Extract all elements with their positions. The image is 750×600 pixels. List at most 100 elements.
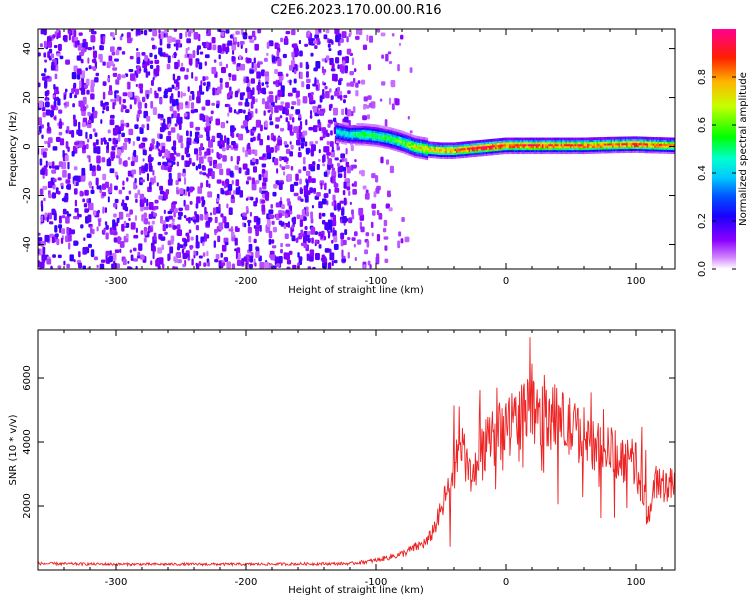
- ridge-cell: [515, 149, 518, 153]
- spectrogram-x-axis-label: Height of straight line (km): [288, 285, 424, 296]
- ridge-cell: [546, 139, 549, 143]
- ridge-cell: [568, 143, 571, 147]
- ridge-cell: [598, 150, 600, 154]
- noise-cell: [310, 226, 316, 235]
- noise-cell: [140, 230, 144, 235]
- colorbar-label: Normalized spectral amplitude: [738, 72, 749, 226]
- noise-cell: [183, 177, 187, 185]
- ridge-cell: [576, 141, 578, 145]
- ridge-cell: [401, 146, 404, 150]
- noise-cell: [108, 137, 112, 142]
- noise-cell: [228, 207, 233, 215]
- ridge-cell: [623, 142, 625, 146]
- noise-cell: [230, 125, 235, 133]
- y-tick-label: 0: [22, 143, 33, 149]
- ridge-cell: [457, 155, 460, 159]
- ridge-cell: [465, 154, 468, 158]
- noise-cell: [308, 38, 313, 46]
- ridge-cell: [596, 137, 599, 140]
- ridge-cell: [395, 134, 397, 138]
- noise-cell: [387, 190, 391, 198]
- noise-cell: [60, 185, 64, 190]
- ridge-cell: [381, 127, 383, 131]
- ridge-cell: [376, 140, 379, 144]
- noise-cell: [278, 213, 283, 219]
- ridge-cell: [610, 140, 613, 144]
- noise-cell: [102, 61, 106, 66]
- ridge-cell: [459, 145, 461, 149]
- ridge-cell: [632, 142, 635, 146]
- ridge-cell: [633, 150, 636, 153]
- noise-cell: [295, 109, 301, 115]
- noise-cell: [296, 214, 301, 220]
- noise-cell: [260, 124, 263, 132]
- noise-cell: [250, 137, 254, 143]
- noise-cell: [189, 130, 192, 137]
- noise-cell: [140, 179, 145, 183]
- noise-cell: [129, 249, 133, 253]
- ridge-cell: [438, 156, 441, 159]
- noise-cell: [333, 107, 339, 116]
- ridge-cell: [423, 150, 426, 154]
- noise-cell: [307, 237, 311, 243]
- noise-cell: [114, 185, 118, 191]
- ridge-cell: [615, 144, 617, 148]
- noise-cell: [83, 237, 86, 242]
- ridge-cell: [549, 151, 552, 155]
- ridge-cell: [343, 141, 346, 145]
- noise-cell: [234, 91, 239, 98]
- noise-cell: [76, 73, 81, 80]
- ridge-cell: [378, 124, 380, 128]
- ridge-cell: [501, 139, 504, 143]
- ridge-cell: [591, 141, 594, 145]
- noise-cell: [62, 35, 67, 41]
- ridge-cell: [591, 145, 594, 148]
- ridge-cell: [392, 137, 394, 141]
- ridge-cell: [662, 147, 664, 150]
- noise-cell: [151, 37, 155, 41]
- ridge-cell: [510, 137, 513, 141]
- ridge-cell: [340, 139, 343, 142]
- ridge-cell: [663, 150, 666, 154]
- spectrogram-y-axis-label: Frequency (Hz): [8, 111, 19, 187]
- ridge-cell: [364, 125, 366, 129]
- noise-cell: [54, 165, 60, 170]
- ridge-cell: [492, 138, 494, 142]
- noise-cell: [56, 29, 60, 33]
- ridge-cell: [543, 149, 546, 153]
- noise-cell: [156, 141, 159, 149]
- ridge-cell: [354, 140, 357, 144]
- ridge-cell: [524, 137, 527, 141]
- noise-cell: [121, 51, 126, 55]
- noise-cell: [46, 36, 51, 43]
- ridge-cell: [548, 145, 550, 149]
- ridge-cell: [373, 124, 376, 127]
- noise-cell: [88, 155, 91, 163]
- ridge-cell: [655, 137, 658, 140]
- noise-cell: [388, 207, 393, 212]
- ridge-cell: [609, 144, 611, 148]
- noise-cell: [141, 124, 145, 129]
- ridge-cell: [649, 142, 652, 146]
- ridge-cell: [513, 151, 516, 155]
- ridge-cell: [549, 137, 552, 141]
- ridge-cell: [471, 140, 474, 144]
- noise-cell: [146, 115, 151, 122]
- noise-cell: [179, 68, 185, 72]
- ridge-cell: [585, 143, 588, 147]
- ridge-cell: [554, 141, 557, 145]
- ridge-cell: [392, 145, 394, 149]
- ridge-cell: [387, 130, 390, 134]
- ridge-cell: [548, 141, 550, 145]
- noise-cell: [343, 197, 347, 206]
- ridge-cell: [499, 151, 502, 155]
- noise-cell: [280, 101, 285, 105]
- ridge-cell: [649, 136, 652, 140]
- ridge-cell: [424, 157, 427, 160]
- ridge-cell: [477, 149, 480, 153]
- noise-cell: [322, 155, 325, 163]
- ridge-cell: [619, 136, 622, 140]
- ridge-cell: [362, 130, 365, 134]
- ridge-cell: [443, 144, 446, 148]
- noise-cell: [204, 76, 209, 80]
